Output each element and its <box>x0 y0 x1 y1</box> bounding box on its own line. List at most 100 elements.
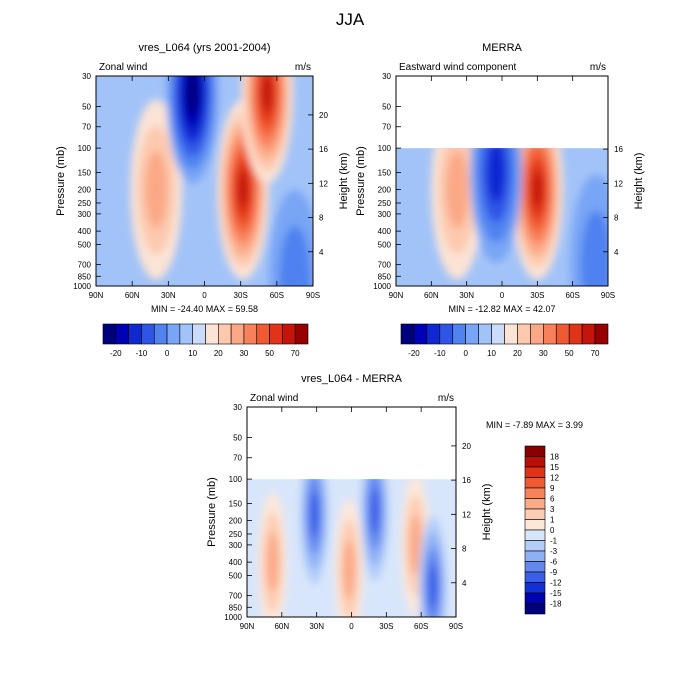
variable-label: Eastward wind component <box>399 62 517 73</box>
x-tick-label: 30S <box>234 291 248 300</box>
y-tick-label: 400 <box>78 227 92 236</box>
y-tick-label: 300 <box>229 541 243 550</box>
x-tick-label: 90N <box>89 291 104 300</box>
x-tick-label: 0 <box>349 622 354 631</box>
colorbar-label: 30 <box>539 349 548 358</box>
colorbar-box <box>524 519 546 531</box>
height-tick-label: 4 <box>319 248 324 257</box>
y-tick-label: 200 <box>78 186 92 195</box>
x-tick-label: 0 <box>202 291 207 300</box>
y-axis-label: Pressure (mb) <box>206 477 218 547</box>
x-tick-label: 90S <box>306 291 320 300</box>
x-tick-label: 60S <box>414 622 428 631</box>
units-label: m/s <box>590 62 606 73</box>
height-tick-label: 20 <box>319 111 328 120</box>
colorbar-box <box>524 592 546 604</box>
y-tick-label: 30 <box>82 72 91 81</box>
colorbar-label: -10 <box>434 349 446 358</box>
contour-easterly-2 <box>487 148 505 203</box>
colorbar-label: 30 <box>239 349 248 358</box>
colorbar-box <box>426 323 441 345</box>
x-tick-label: 60S <box>270 291 284 300</box>
colorbar-label: 50 <box>265 349 274 358</box>
contour-negative-3 <box>309 490 320 538</box>
colorbar-box <box>491 323 505 345</box>
y-tick-label: 250 <box>78 199 92 208</box>
y-tick-label: 850 <box>78 272 92 281</box>
height-tick-label: 8 <box>319 214 324 223</box>
colorbar-box <box>530 323 544 345</box>
colorbar-box <box>230 323 245 345</box>
y-tick-label: 500 <box>229 571 243 580</box>
colorbar-box <box>524 582 546 594</box>
colorbar-label: 10 <box>188 349 197 358</box>
height-tick-label: 16 <box>319 145 328 154</box>
contour-positive-2 <box>409 514 422 575</box>
stats-text: MIN = -24.40 MAX = 59.58 <box>151 304 258 314</box>
x-tick-label: 30S <box>379 622 393 631</box>
colorbar-label: -20 <box>110 349 122 358</box>
colorbar-label: -1 <box>550 537 558 546</box>
colorbar-box <box>524 498 546 510</box>
height-tick-label: 12 <box>462 510 471 519</box>
colorbar-label: 6 <box>550 495 555 504</box>
colorbar-box <box>102 323 117 345</box>
y-tick-label: 70 <box>233 454 242 463</box>
colorbar-box <box>128 323 142 345</box>
height-tick-label: 4 <box>614 248 619 257</box>
colorbar-label: -18 <box>550 600 562 609</box>
colorbar-label: 20 <box>214 349 223 358</box>
units-label: m/s <box>295 62 311 73</box>
panel-title: vres_L064 - MERRA <box>301 373 403 385</box>
y-axis-label: Pressure (mb) <box>355 146 367 216</box>
contour-jet-1 <box>532 171 543 208</box>
colorbar-box <box>243 323 258 345</box>
colorbar-box <box>256 323 270 345</box>
contour-jet-0 <box>446 151 469 229</box>
colorbar-box <box>524 540 546 552</box>
y-tick-label: 30 <box>233 403 242 412</box>
x-tick-label: 90S <box>449 622 463 631</box>
contour-positive-1 <box>343 539 356 600</box>
colorbar-box <box>115 323 129 345</box>
panel-model: 305070100150200250300400500700850100090N… <box>55 42 350 358</box>
colorbar-label: 18 <box>550 453 559 462</box>
x-tick-label: 60S <box>566 291 580 300</box>
x-tick-label: 60N <box>424 291 439 300</box>
colorbar-box <box>524 561 546 573</box>
colorbar-box <box>439 323 454 345</box>
height-tick-label: 12 <box>319 179 328 188</box>
y-tick-label: 400 <box>229 558 243 567</box>
y-tick-label: 100 <box>78 144 92 153</box>
colorbar-box <box>452 323 466 345</box>
stats-text: MIN = -12.82 MAX = 42.07 <box>448 304 555 314</box>
y-tick-label: 50 <box>82 103 91 112</box>
colorbar-box <box>192 323 206 345</box>
data-field <box>247 479 456 617</box>
y-tick-label: 700 <box>78 261 92 270</box>
y-tick-label: 70 <box>382 123 391 132</box>
colorbar-box <box>524 445 546 457</box>
colorbar-label: 20 <box>513 349 522 358</box>
colorbar-box <box>555 323 570 345</box>
x-tick-label: 60N <box>274 622 289 631</box>
y-axis-label: Pressure (mb) <box>55 146 67 216</box>
colorbar-box <box>524 571 546 583</box>
contour-easterly-3 <box>186 76 199 114</box>
contour-easterly-3 <box>580 210 608 286</box>
panel-difference: 305070100150200250300400500700850100090N… <box>206 373 583 631</box>
colorbar-label: -20 <box>408 349 420 358</box>
colorbar-label: 70 <box>591 349 600 358</box>
y-tick-label: 500 <box>78 240 92 249</box>
height-tick-label: 4 <box>462 579 467 588</box>
x-tick-label: 30N <box>161 291 176 300</box>
colorbar-box <box>413 323 428 345</box>
data-field <box>396 148 608 286</box>
colorbar-label: 0 <box>463 349 468 358</box>
colorbar-box <box>594 323 609 345</box>
y-tick-label: 250 <box>378 199 392 208</box>
colorbar-label: -15 <box>550 589 562 598</box>
height-tick-label: 20 <box>462 442 471 451</box>
colorbar-box <box>205 323 219 345</box>
y-tick-label: 200 <box>378 186 392 195</box>
